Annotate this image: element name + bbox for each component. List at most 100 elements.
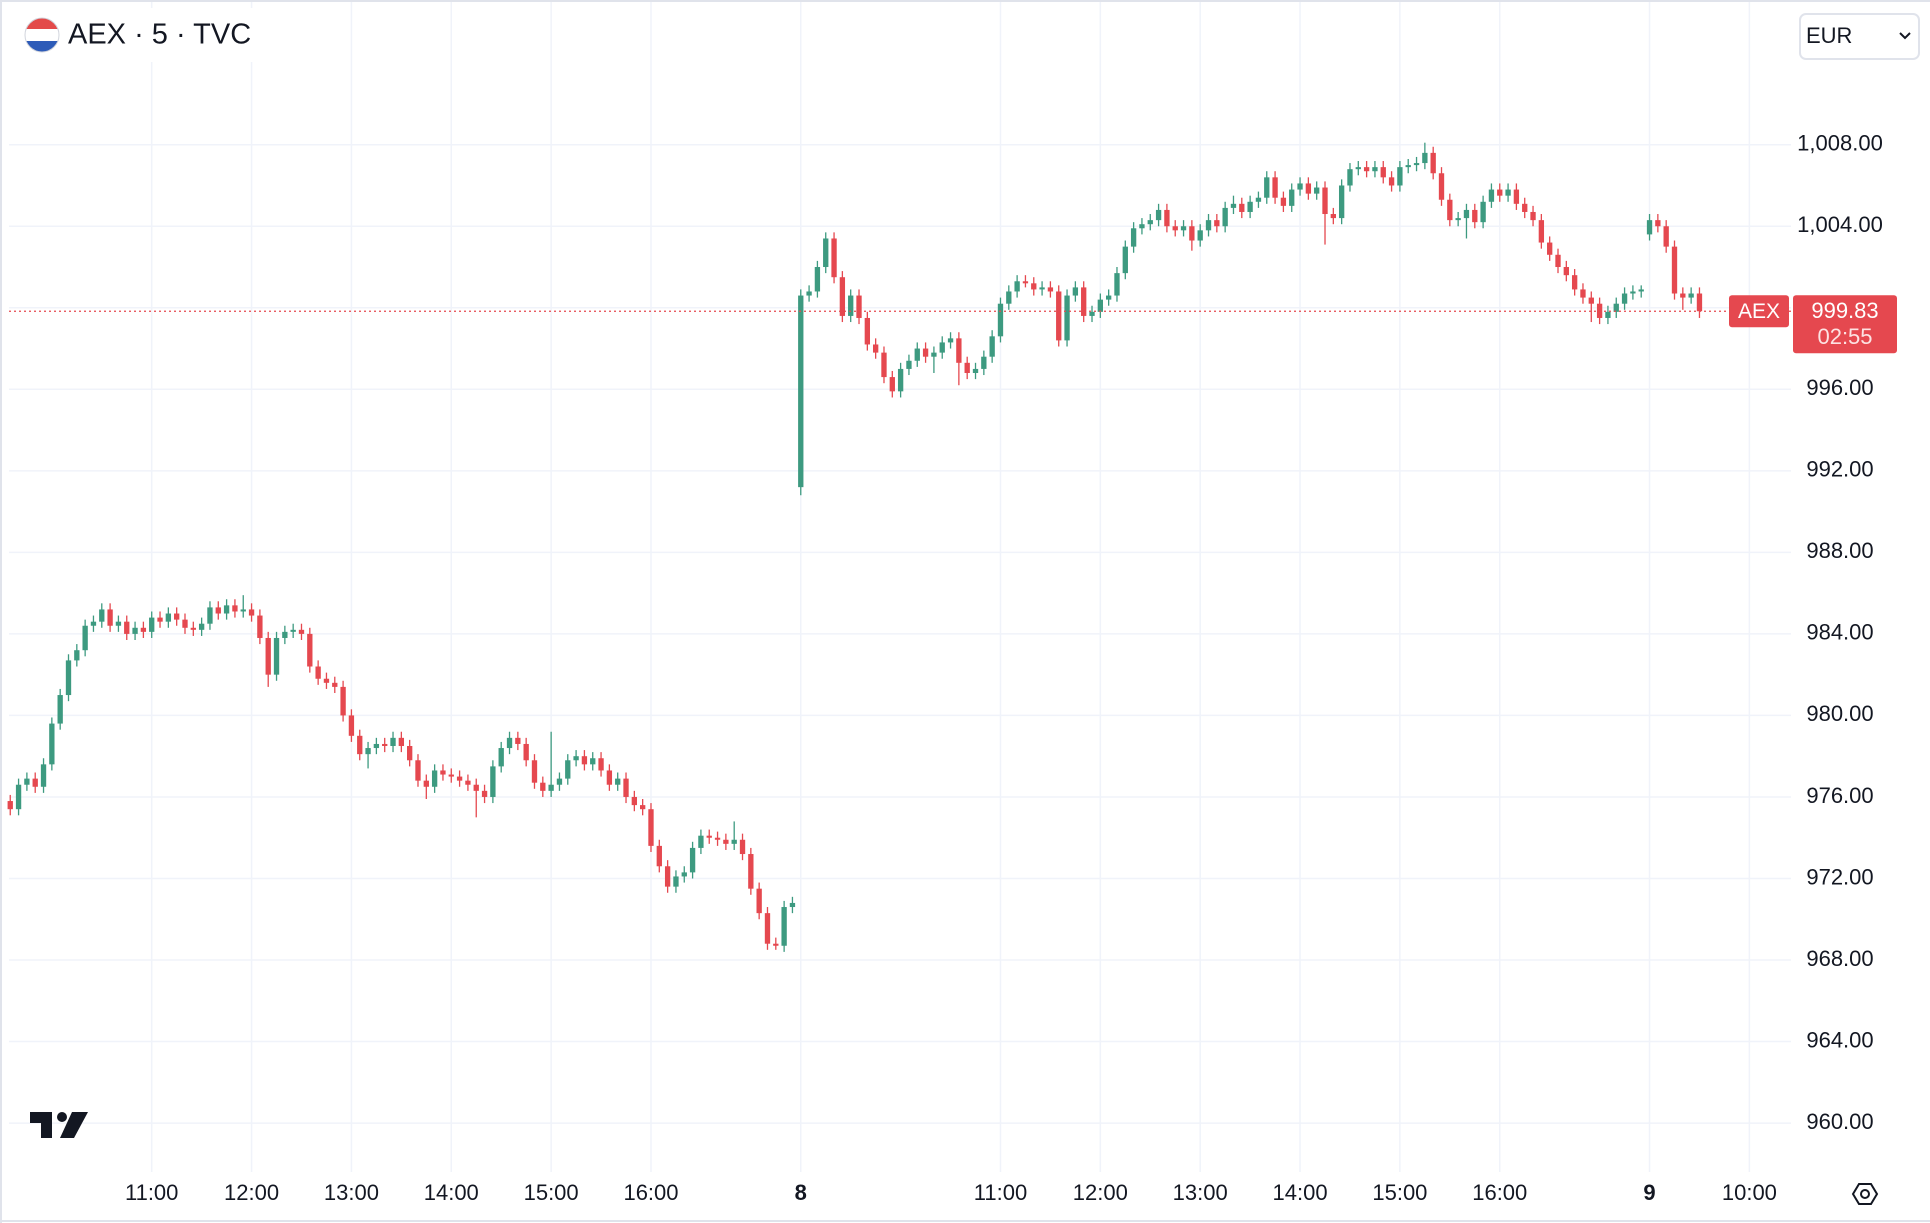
candle-body bbox=[598, 758, 604, 771]
candle-body bbox=[981, 356, 987, 369]
grid bbox=[9, 0, 1791, 1172]
candle-body bbox=[565, 760, 571, 779]
y-tick-label: 984.00 bbox=[1806, 620, 1873, 645]
candle-body bbox=[232, 605, 238, 612]
candle-body bbox=[365, 748, 371, 755]
candle-body bbox=[1197, 230, 1203, 241]
candle-body bbox=[1147, 220, 1153, 225]
candle-body bbox=[1056, 291, 1062, 341]
candle-body bbox=[490, 766, 496, 797]
candle-body bbox=[922, 348, 929, 357]
countdown-label: 02:55 bbox=[1817, 324, 1872, 349]
candle-body bbox=[82, 625, 88, 651]
candle-body bbox=[215, 607, 221, 614]
candle-body bbox=[897, 368, 904, 392]
candle-body bbox=[1064, 295, 1070, 341]
candle-body bbox=[1230, 203, 1237, 208]
currency-select[interactable]: EUR bbox=[1799, 13, 1920, 60]
candle-body bbox=[1505, 189, 1511, 196]
y-tick-label: 1,004.00 bbox=[1797, 212, 1883, 237]
y-tick-label: 972.00 bbox=[1806, 864, 1873, 889]
candle-body bbox=[1538, 220, 1545, 243]
candle-body bbox=[99, 609, 105, 622]
y-tick-label: 964.00 bbox=[1806, 1027, 1873, 1052]
dropdown-arrow bbox=[1899, 32, 1911, 40]
candle-body bbox=[340, 686, 346, 716]
candle-body bbox=[24, 778, 30, 785]
candle-body bbox=[1338, 185, 1345, 219]
candle-body bbox=[332, 682, 338, 687]
candle-body bbox=[165, 613, 172, 622]
candle-body bbox=[1646, 220, 1653, 235]
x-tick-label: 14:00 bbox=[1273, 1180, 1328, 1205]
candle-body bbox=[831, 238, 837, 278]
x-tick-label: 11:00 bbox=[125, 1180, 178, 1205]
candle-body bbox=[723, 839, 729, 844]
candle-body bbox=[523, 743, 529, 761]
candle-body bbox=[1122, 246, 1128, 274]
x-tick-label: 16:00 bbox=[623, 1180, 678, 1205]
candle-body bbox=[1155, 209, 1162, 221]
candle-body bbox=[573, 756, 579, 761]
candle-body bbox=[623, 778, 629, 797]
candle-body bbox=[964, 362, 970, 374]
candle-body bbox=[1039, 287, 1045, 290]
candle-body bbox=[481, 790, 488, 797]
settings-button[interactable] bbox=[1851, 1183, 1879, 1205]
candle-body bbox=[1372, 167, 1378, 172]
candle-body bbox=[656, 845, 662, 867]
candle-body bbox=[989, 336, 995, 357]
candle-body bbox=[1222, 207, 1228, 227]
candle-body bbox=[556, 778, 563, 785]
candle-body bbox=[1089, 311, 1095, 316]
candle-body bbox=[648, 809, 654, 846]
settings-dot bbox=[1860, 1189, 1870, 1199]
candle-body bbox=[731, 839, 737, 844]
x-tick-label: 15:00 bbox=[1372, 1180, 1427, 1205]
candle-body bbox=[615, 778, 621, 785]
candle-body bbox=[631, 796, 638, 806]
candle-body bbox=[290, 629, 296, 632]
candle-body bbox=[1380, 167, 1386, 178]
candle-body bbox=[315, 666, 321, 679]
candle-body bbox=[207, 607, 213, 624]
candle-body bbox=[1413, 163, 1420, 166]
candle-body bbox=[664, 866, 671, 887]
currency-label[interactable]: EUR bbox=[1806, 23, 1852, 48]
candle-body bbox=[1072, 287, 1079, 296]
candle-body bbox=[140, 627, 147, 632]
candle-body bbox=[431, 770, 438, 787]
settings-hex[interactable] bbox=[1851, 1183, 1879, 1205]
candle-body bbox=[515, 737, 521, 744]
candle-body bbox=[1314, 187, 1320, 194]
candle-body bbox=[1405, 165, 1411, 168]
candle-body bbox=[382, 743, 388, 747]
candle-body bbox=[1455, 218, 1461, 221]
candle-body bbox=[681, 872, 687, 877]
candle-body bbox=[415, 760, 421, 781]
candle-body bbox=[440, 770, 446, 775]
y-tick-label: 992.00 bbox=[1806, 457, 1873, 482]
candle-body bbox=[823, 238, 829, 268]
y-tick-label: 1,008.00 bbox=[1797, 131, 1883, 156]
candle-body bbox=[1638, 289, 1644, 292]
candle-body bbox=[1422, 152, 1428, 164]
y-tick-label: 980.00 bbox=[1806, 701, 1873, 726]
candle-body bbox=[806, 291, 812, 296]
candle-body bbox=[972, 368, 979, 374]
candle-body bbox=[57, 695, 63, 724]
currency-box[interactable] bbox=[1799, 13, 1920, 60]
candle-body bbox=[706, 835, 712, 838]
candle-body bbox=[1580, 289, 1586, 298]
candle-body bbox=[265, 637, 271, 675]
candle-body bbox=[1047, 287, 1054, 292]
candle-body bbox=[74, 650, 80, 661]
last-price-tag bbox=[1793, 295, 1897, 354]
candle-body bbox=[1547, 242, 1553, 255]
candle-body bbox=[764, 913, 771, 944]
candle-body bbox=[157, 617, 163, 622]
candle-body bbox=[856, 295, 862, 318]
candle-body bbox=[872, 344, 879, 353]
